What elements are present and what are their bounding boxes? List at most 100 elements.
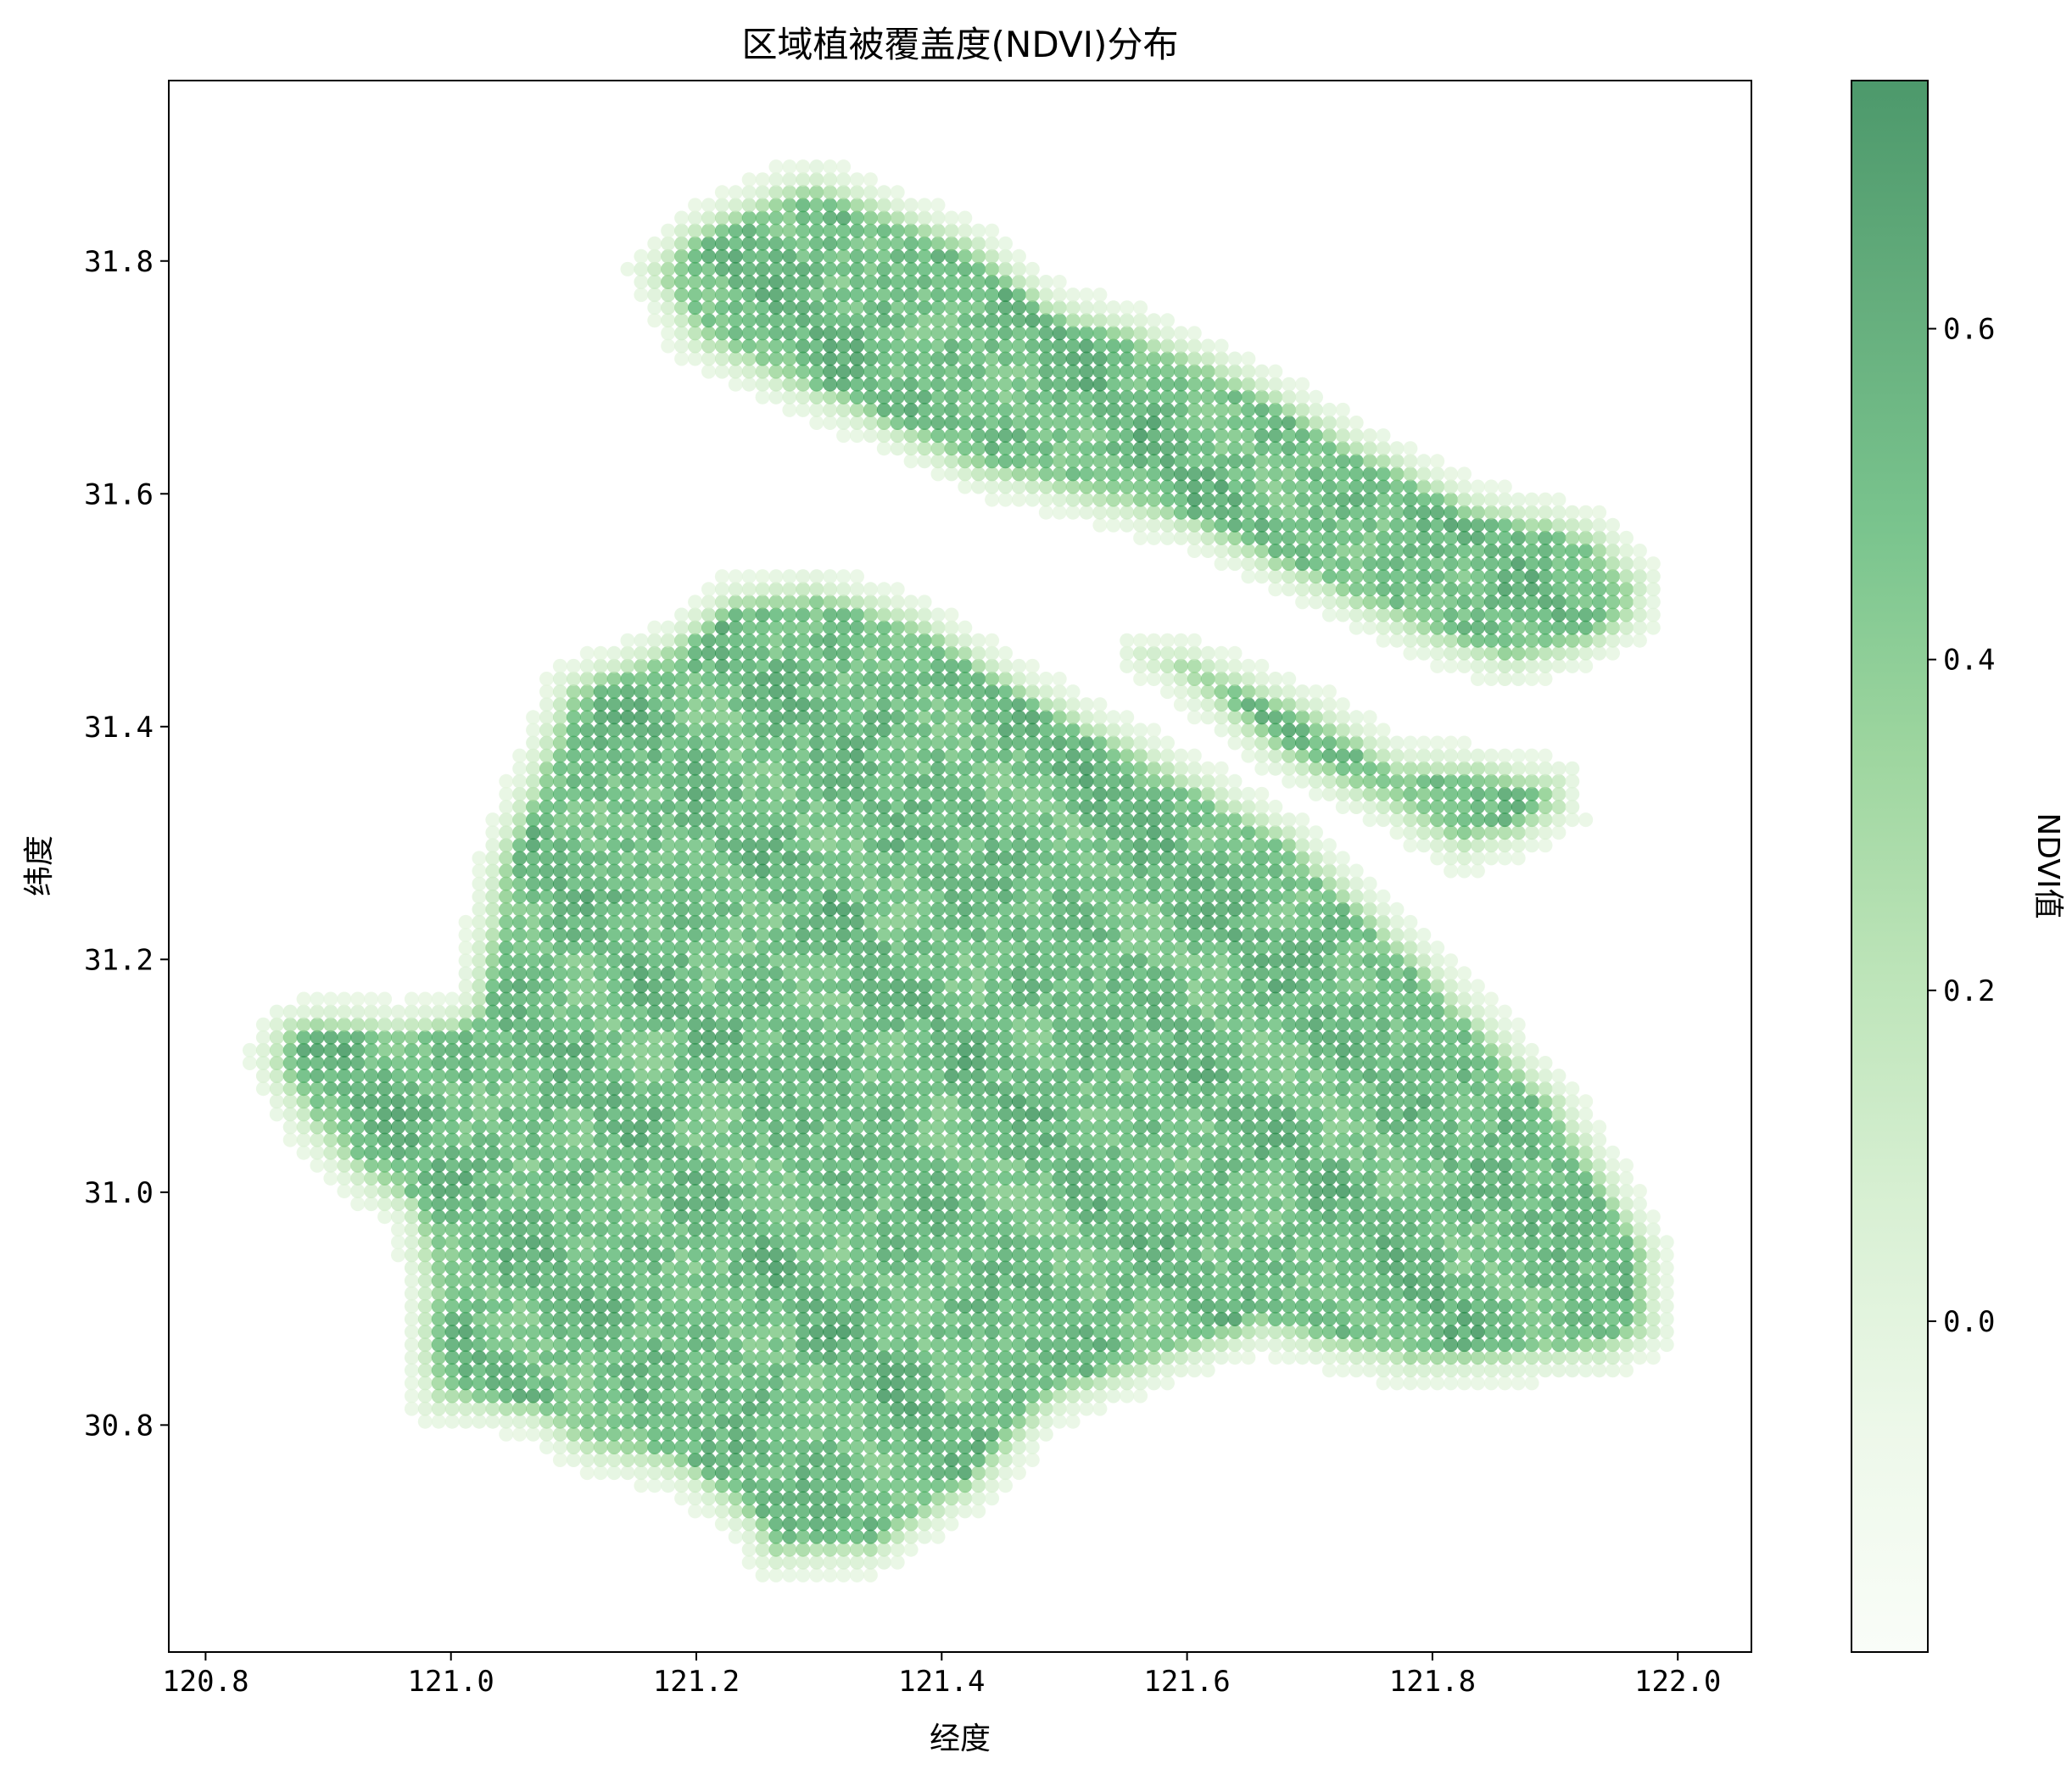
ndvi-point xyxy=(1147,416,1161,430)
ndvi-point xyxy=(701,1273,716,1288)
ndvi-point xyxy=(1025,1337,1040,1353)
ndvi-point xyxy=(1214,1030,1229,1045)
ndvi-point xyxy=(1092,402,1108,417)
ndvi-point xyxy=(1106,300,1121,315)
ndvi-point xyxy=(634,1248,649,1263)
ndvi-point xyxy=(1120,658,1135,673)
ndvi-point xyxy=(566,723,581,738)
ndvi-point xyxy=(944,428,959,444)
ndvi-point xyxy=(903,1350,919,1365)
ndvi-point xyxy=(1173,1069,1188,1084)
ndvi-point xyxy=(593,1209,608,1225)
ndvi-point xyxy=(701,928,716,942)
ndvi-point xyxy=(971,351,986,366)
ndvi-point xyxy=(823,210,838,226)
ndvi-point xyxy=(741,172,757,187)
ndvi-point xyxy=(917,876,932,891)
ndvi-point xyxy=(863,966,878,981)
ndvi-point xyxy=(876,185,891,200)
ndvi-point xyxy=(1187,761,1202,776)
ndvi-point xyxy=(688,1260,703,1275)
ndvi-point xyxy=(876,1069,891,1084)
ndvi-point xyxy=(917,1426,932,1442)
ndvi-point xyxy=(796,1004,811,1019)
ndvi-point xyxy=(552,1273,567,1288)
ndvi-point xyxy=(998,377,1013,392)
ndvi-point xyxy=(1200,710,1215,725)
ndvi-point xyxy=(647,236,662,251)
ndvi-point xyxy=(620,1094,635,1109)
ndvi-point xyxy=(850,1465,864,1481)
ndvi-point xyxy=(823,979,838,994)
ndvi-point xyxy=(890,1504,905,1519)
ndvi-point xyxy=(1120,1042,1135,1058)
ndvi-point xyxy=(1133,786,1148,801)
ndvi-point xyxy=(417,1004,433,1019)
ndvi-point xyxy=(701,248,716,264)
ndvi-point xyxy=(1147,1222,1161,1237)
ndvi-point xyxy=(661,1069,676,1084)
ndvi-point xyxy=(1079,800,1094,814)
ndvi-point xyxy=(1025,1439,1040,1454)
ndvi-point xyxy=(1079,1260,1094,1275)
ndvi-point xyxy=(903,1542,919,1557)
ndvi-point xyxy=(768,914,784,929)
ndvi-point xyxy=(688,914,703,929)
ndvi-point xyxy=(876,1453,891,1467)
ndvi-point xyxy=(661,1107,676,1122)
ndvi-point xyxy=(768,1248,784,1263)
ndvi-point xyxy=(944,1516,959,1532)
ndvi-point xyxy=(917,928,932,942)
ndvi-point xyxy=(755,326,770,341)
ndvi-point xyxy=(728,786,743,801)
ndvi-point xyxy=(1052,773,1067,789)
ndvi-point xyxy=(472,1235,487,1250)
ndvi-point xyxy=(985,1107,1000,1122)
ndvi-point xyxy=(417,1119,433,1135)
ndvi-point xyxy=(863,773,878,789)
ndvi-point xyxy=(566,1197,581,1212)
ndvi-point xyxy=(755,607,770,622)
ndvi-point xyxy=(606,1426,622,1442)
ndvi-point xyxy=(282,1056,298,1070)
ndvi-point xyxy=(755,210,770,226)
ndvi-point xyxy=(593,889,608,904)
ndvi-point xyxy=(593,1170,608,1186)
ndvi-point xyxy=(741,1414,757,1429)
ndvi-point xyxy=(1241,889,1256,904)
ndvi-point xyxy=(863,876,878,891)
ndvi-point xyxy=(903,991,919,1007)
ndvi-point xyxy=(809,1439,824,1454)
ndvi-point xyxy=(944,236,959,251)
ndvi-point xyxy=(917,1491,932,1506)
ndvi-point xyxy=(647,748,662,763)
ndvi-point xyxy=(593,812,608,828)
ndvi-point xyxy=(876,761,891,776)
ndvi-point xyxy=(809,416,824,430)
ndvi-point xyxy=(606,953,622,968)
ndvi-point xyxy=(1187,914,1202,929)
ndvi-point xyxy=(1227,1273,1243,1288)
ndvi-point xyxy=(728,1529,743,1544)
ndvi-point xyxy=(823,1311,838,1326)
ndvi-point xyxy=(1133,1209,1148,1225)
ndvi-point xyxy=(539,710,554,725)
ndvi-point xyxy=(1160,672,1175,686)
ndvi-point xyxy=(850,800,864,814)
ndvi-point xyxy=(768,928,784,942)
ndvi-point xyxy=(1214,1017,1229,1032)
ndvi-point xyxy=(620,1363,635,1378)
ndvi-point xyxy=(728,1004,743,1019)
ndvi-point xyxy=(661,223,676,238)
ndvi-point xyxy=(1147,672,1161,686)
ndvi-point xyxy=(823,261,838,276)
ndvi-point xyxy=(634,1197,649,1212)
ndvi-point xyxy=(1052,1286,1067,1301)
ndvi-point xyxy=(741,1132,757,1147)
ndvi-point xyxy=(485,1337,500,1353)
ndvi-point xyxy=(930,991,946,1007)
ndvi-point xyxy=(1092,876,1108,891)
ndvi-point xyxy=(728,876,743,891)
ndvi-point xyxy=(782,1491,797,1506)
ndvi-point xyxy=(728,851,743,866)
